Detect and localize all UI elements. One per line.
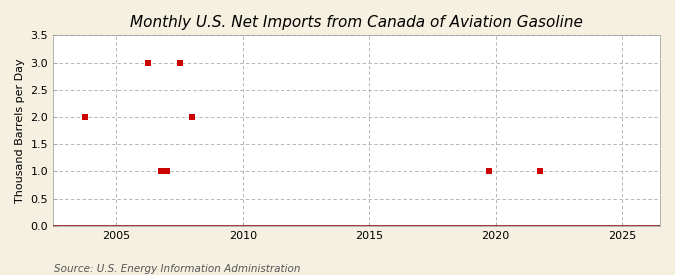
Text: Source: U.S. Energy Information Administration: Source: U.S. Energy Information Administ… [54,264,300,274]
Y-axis label: Thousand Barrels per Day: Thousand Barrels per Day [15,58,25,203]
Title: Monthly U.S. Net Imports from Canada of Aviation Gasoline: Monthly U.S. Net Imports from Canada of … [130,15,583,30]
